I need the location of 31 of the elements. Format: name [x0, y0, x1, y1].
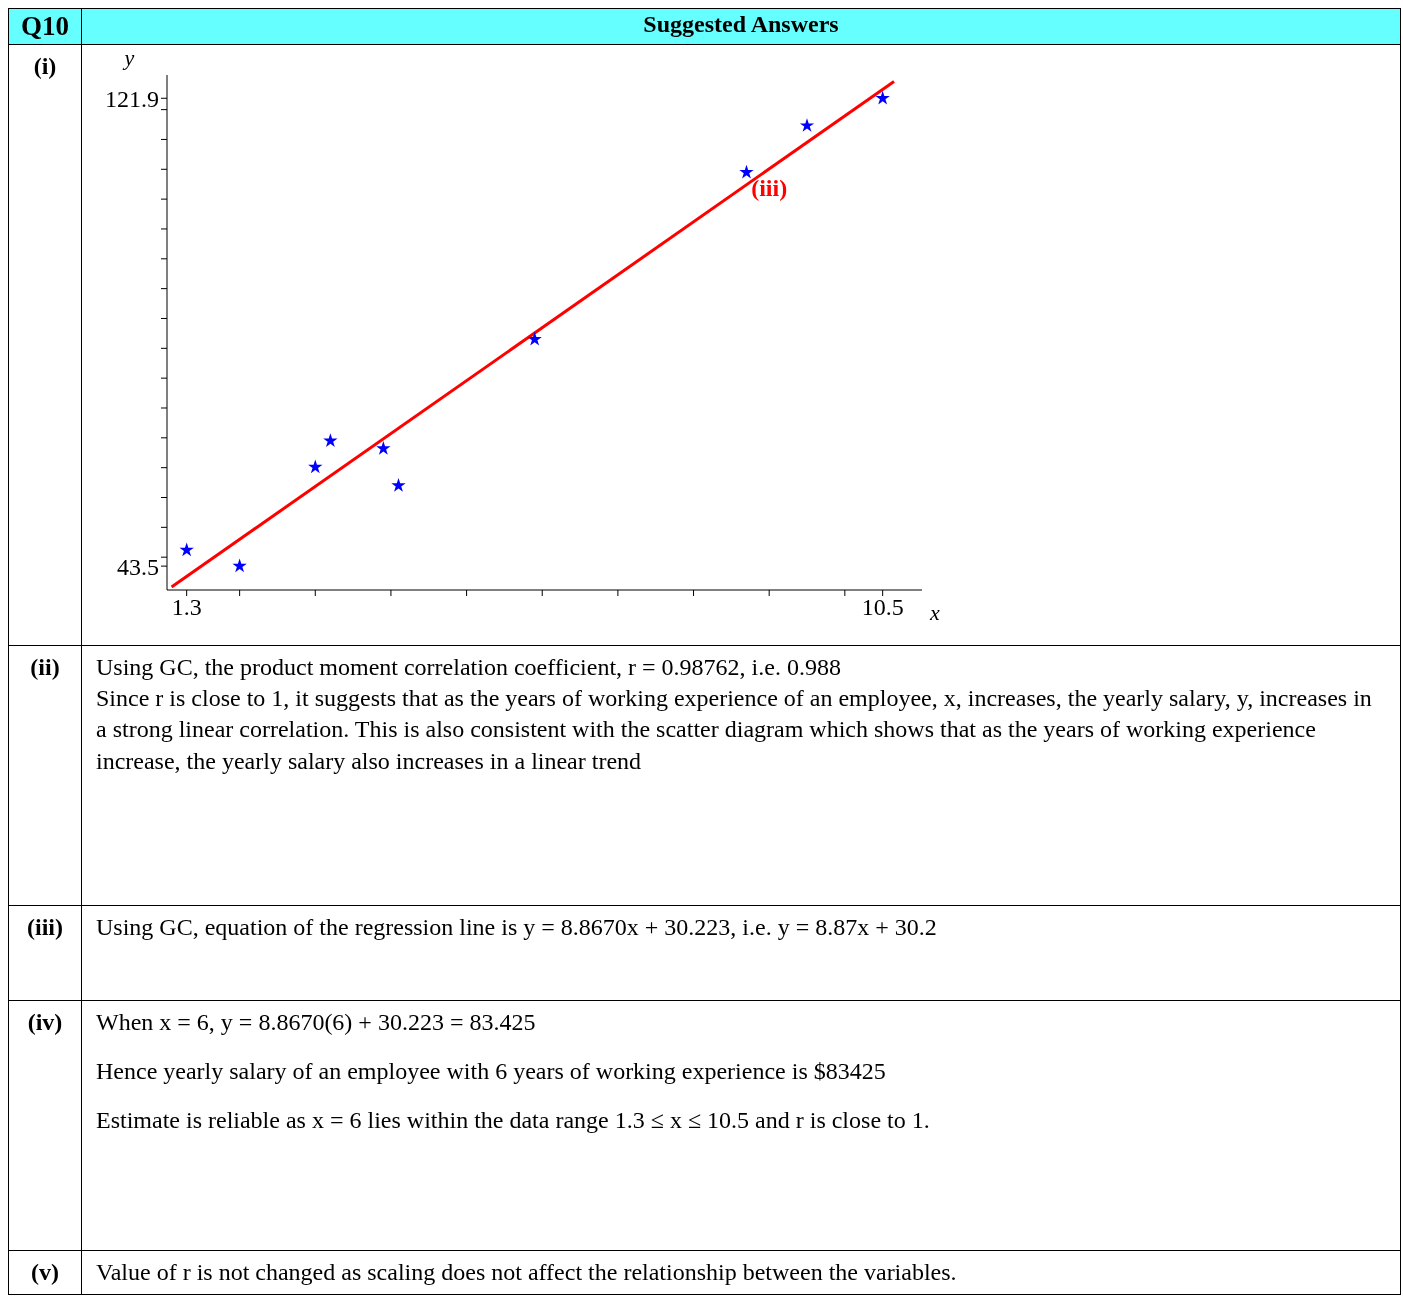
text: Estimate is reliable as x = 6 lies within the data range 1.3 ≤ x ≤ 10.5 and r is close to 1.: [96, 1106, 931, 1136]
text: (iii): [8, 905, 82, 1001]
y-tick-label: 43.5: [117, 553, 159, 580]
text: (iv): [8, 1000, 82, 1251]
text: (ii): [8, 645, 82, 906]
x-tick-label: 10.5: [861, 594, 904, 621]
point: [179, 542, 194, 557]
point: [232, 558, 247, 573]
point: [376, 441, 391, 455]
point: [527, 331, 542, 346]
annotation: (iii): [751, 175, 788, 202]
text: Using GC, the product moment correlation coefficient, r = 0.98762, i.e. 0.988: [96, 653, 842, 683]
point: [323, 433, 338, 448]
text: Since r is close to 1, it suggests that as the years of working experience of an employee, x, increases, the yearly salary, y, increases in a strong linear correlation. This is also consistent with the scatter diagram which shows that as the years of working experience increase, the yearly salary also increases in a linear trend: [96, 684, 1373, 776]
text: Q10: [8, 8, 82, 45]
x-tick-label: 1.3: [171, 594, 202, 621]
text: (i): [8, 44, 82, 646]
text: (v): [8, 1250, 82, 1295]
point: [391, 478, 406, 492]
chart-title: Suggested Answers: [81, 8, 1401, 45]
y-tick-label: 121.9: [105, 85, 159, 112]
text: Using GC, equation of the regression line is y = 8.8670x + 30.223, i.e. y = 8.87x + 30.2: [96, 913, 938, 943]
point: [799, 118, 815, 132]
text: Value of r is not changed as scaling does not affect the relationship between the variables.: [96, 1258, 958, 1288]
x-axis-title: x: [929, 600, 940, 626]
y-axis-title: y: [122, 45, 135, 71]
point: [739, 164, 754, 179]
text: Hence yearly salary of an employee with 6 years of working experience is $83425: [96, 1057, 887, 1087]
text: When x = 6, y = 8.8670(6) + 30.223 = 83.425: [96, 1008, 537, 1038]
point: [875, 90, 890, 105]
point: [308, 459, 323, 474]
